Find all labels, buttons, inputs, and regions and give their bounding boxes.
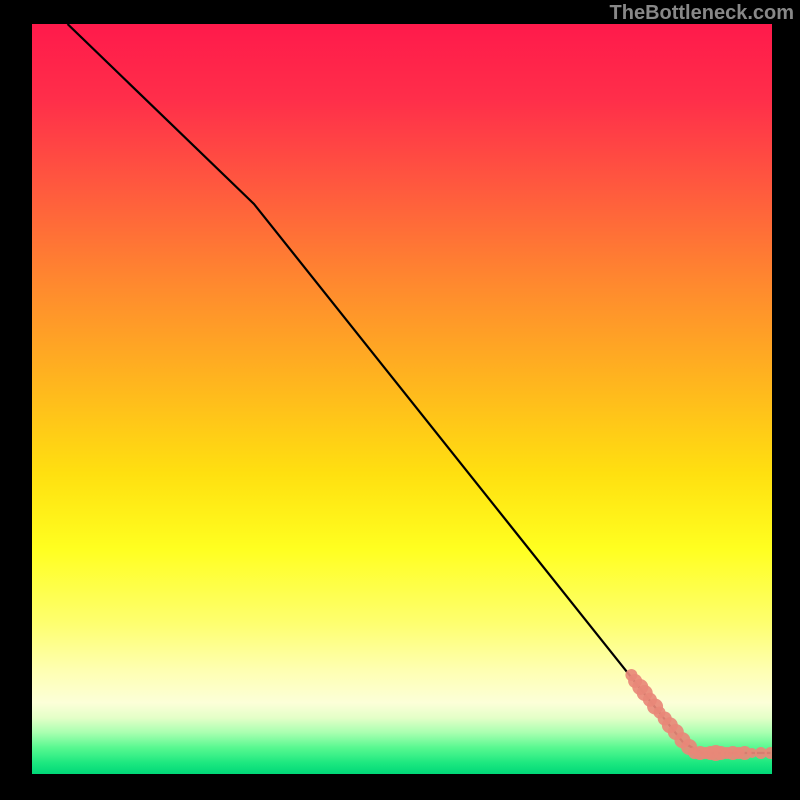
chart-area — [32, 24, 772, 774]
gradient-background — [32, 24, 772, 774]
watermark-text: TheBottleneck.com — [610, 2, 794, 25]
chart-svg — [32, 24, 772, 774]
